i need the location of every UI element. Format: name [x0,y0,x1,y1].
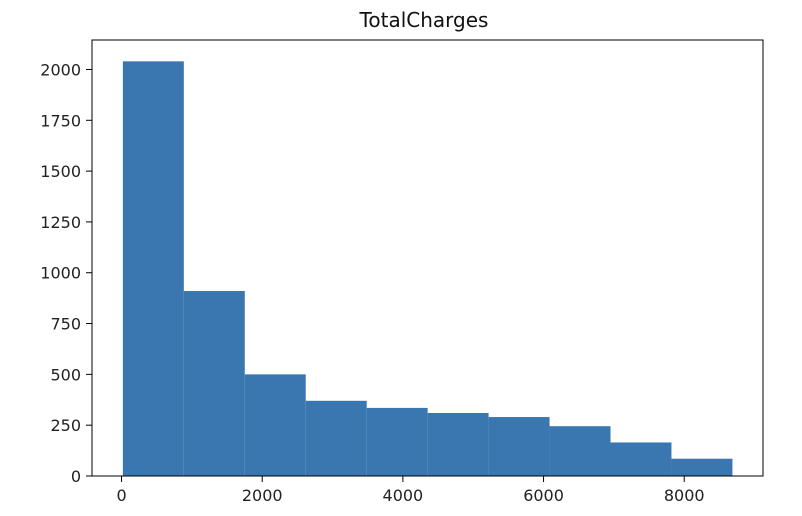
plot-frame [91,39,764,477]
y-tick-label: 1500 [40,162,81,181]
y-tick-label: 2000 [40,60,81,79]
y-tick-label: 750 [50,315,81,334]
x-tick-label: 8000 [664,486,705,505]
x-tick-label: 0 [116,486,126,505]
histogram-bar-1 [122,61,184,477]
y-tick-label: 1750 [40,111,81,130]
histogram-bar-6 [427,412,489,476]
chart-title: TotalCharges [359,8,489,32]
y-tick-label: 1000 [40,264,81,283]
histogram-bar-9 [610,442,672,476]
x-tick-label: 6000 [523,486,564,505]
histogram-bar-2 [183,291,245,476]
x-axis: 0 2000 4000 6000 8000 [116,476,705,505]
histogram-bar-3 [244,374,306,476]
y-tick-label: 1250 [40,213,81,232]
histogram-bar-8 [549,426,611,476]
histogram-bar-10 [671,458,733,476]
y-axis: 0 250 500 750 1000 1250 1500 1750 2000 [40,60,92,486]
histogram-bar-5 [366,407,428,476]
x-tick-label: 4000 [383,486,424,505]
y-tick-label: 250 [50,416,81,435]
histogram-bar-7 [488,417,550,476]
histogram-bars [122,61,733,477]
histogram-bar-4 [305,400,367,476]
y-tick-label: 500 [50,365,81,384]
x-tick-label: 2000 [242,486,283,505]
y-tick-label: 0 [71,467,81,486]
